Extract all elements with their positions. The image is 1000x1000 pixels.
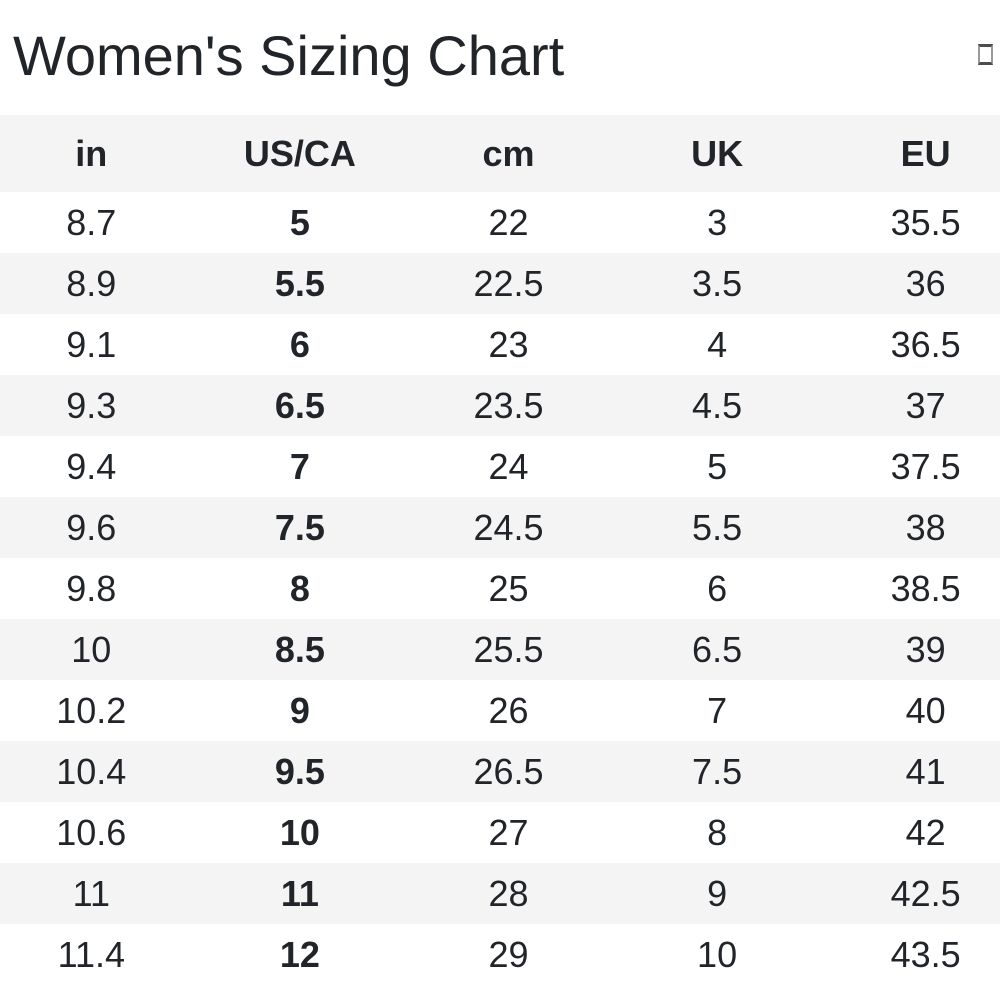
size-cell: 3 <box>707 201 728 243</box>
size-cell: 6 <box>289 323 310 365</box>
size-cell: 3.5 <box>692 262 743 304</box>
table-row: 10.2 9 26 7 40 <box>0 680 1000 741</box>
size-cell: 29 <box>488 933 529 975</box>
size-cell: 25.5 <box>473 628 544 670</box>
size-cell: 9.8 <box>66 567 117 609</box>
size-cell: 36.5 <box>890 323 961 365</box>
table-row: 8.7 5 22 3 35.5 <box>0 192 1000 253</box>
size-cell: 8 <box>289 567 310 609</box>
size-cell: 9 <box>289 689 310 731</box>
size-cell: 7.5 <box>274 506 325 548</box>
table-row: 9.1 6 23 4 36.5 <box>0 314 1000 375</box>
table-row: 9.3 6.5 23.5 4.5 37 <box>0 375 1000 436</box>
size-cell: 10.6 <box>56 811 127 853</box>
size-cell: 7.5 <box>692 750 743 792</box>
header-row: in US/CA cm UK EU <box>0 115 1000 192</box>
size-cell: 42 <box>905 811 946 853</box>
size-cell: 11 <box>280 872 319 914</box>
sizing-table-body: 8.7 5 22 3 35.5 8.9 5.5 22.5 3.5 36 9.1 6 23 4 36.5 9.3… <box>0 192 1000 985</box>
size-cell: 9 <box>707 872 728 914</box>
size-cell: 9.5 <box>274 750 325 792</box>
size-cell: 42.5 <box>890 872 961 914</box>
size-cell: 24 <box>488 445 529 487</box>
size-cell: 9.4 <box>66 445 117 487</box>
size-cell: 8.7 <box>66 201 117 243</box>
size-cell: 8 <box>707 811 728 853</box>
size-cell: 28 <box>488 872 529 914</box>
column-header-us-ca: US/CA <box>195 115 405 192</box>
size-cell: 25 <box>488 567 529 609</box>
size-cell: 10.4 <box>56 750 127 792</box>
size-cell: 26.5 <box>473 750 544 792</box>
size-cell: 23 <box>488 323 529 365</box>
table-row: 11 11 28 9 42.5 <box>0 863 1000 924</box>
size-cell: 6 <box>707 567 728 609</box>
size-cell: 7 <box>289 445 310 487</box>
table-row: 10 8.5 25.5 6.5 39 <box>0 619 1000 680</box>
size-cell: 24.5 <box>473 506 544 548</box>
size-cell: 39 <box>905 628 946 670</box>
size-cell: 11.4 <box>57 933 125 975</box>
missing-glyph-icon[interactable] <box>978 44 993 65</box>
sizing-table-header: in US/CA cm UK EU <box>0 115 1000 192</box>
size-cell: 41 <box>905 750 946 792</box>
size-cell: 5 <box>289 201 310 243</box>
sizing-table-container: in US/CA cm UK EU 8.7 5 22 3 35.5 8.9 5.5 22.5 3… <box>0 115 1000 985</box>
size-cell: 8.5 <box>274 628 325 670</box>
size-cell: 12 <box>279 933 320 975</box>
column-header-uk: UK <box>612 115 822 192</box>
size-cell: 22 <box>488 201 529 243</box>
size-cell: 6.5 <box>274 384 325 426</box>
table-row: 10.4 9.5 26.5 7.5 41 <box>0 741 1000 802</box>
table-row: 9.4 7 24 5 37.5 <box>0 436 1000 497</box>
page-title: Women's Sizing Chart <box>13 24 565 87</box>
table-row: 8.9 5.5 22.5 3.5 36 <box>0 253 1000 314</box>
size-cell: 26 <box>488 689 529 731</box>
column-header-in: in <box>0 115 196 192</box>
size-cell: 10 <box>697 933 738 975</box>
size-cell: 22.5 <box>473 262 544 304</box>
sizing-table: in US/CA cm UK EU 8.7 5 22 3 35.5 8.9 5.5 22.5 3… <box>0 115 1000 985</box>
size-cell: 4.5 <box>692 384 743 426</box>
size-cell: 43.5 <box>890 933 961 975</box>
size-cell: 6.5 <box>692 628 743 670</box>
size-cell: 5 <box>707 445 728 487</box>
size-cell: 35.5 <box>890 201 961 243</box>
size-cell: 8.9 <box>66 262 117 304</box>
size-cell: 5.5 <box>274 262 325 304</box>
table-row: 9.8 8 25 6 38.5 <box>0 558 1000 619</box>
size-cell: 38.5 <box>890 567 961 609</box>
size-cell: 9.1 <box>66 323 117 365</box>
size-cell: 37 <box>905 384 946 426</box>
size-cell: 7 <box>707 689 728 731</box>
size-cell: 23.5 <box>473 384 544 426</box>
size-cell: 10 <box>71 628 112 670</box>
page-header: Women's Sizing Chart <box>0 0 1000 115</box>
size-cell: 37.5 <box>890 445 961 487</box>
size-cell: 4 <box>707 323 728 365</box>
column-header-eu: EU <box>821 115 1000 192</box>
table-row: 11.4 12 29 10 43.5 <box>0 924 1000 985</box>
size-cell: 5.5 <box>692 506 743 548</box>
size-cell: 36 <box>905 262 946 304</box>
size-cell: 10 <box>279 811 320 853</box>
column-header-cm: cm <box>404 115 613 192</box>
size-cell: 27 <box>488 811 529 853</box>
table-row: 9.6 7.5 24.5 5.5 38 <box>0 497 1000 558</box>
size-cell: 40 <box>905 689 946 731</box>
size-cell: 9.3 <box>66 384 117 426</box>
size-cell: 9.6 <box>66 506 117 548</box>
size-cell: 10.2 <box>56 689 127 731</box>
size-cell: 38 <box>905 506 946 548</box>
size-cell: 11 <box>72 872 110 914</box>
table-row: 10.6 10 27 8 42 <box>0 802 1000 863</box>
